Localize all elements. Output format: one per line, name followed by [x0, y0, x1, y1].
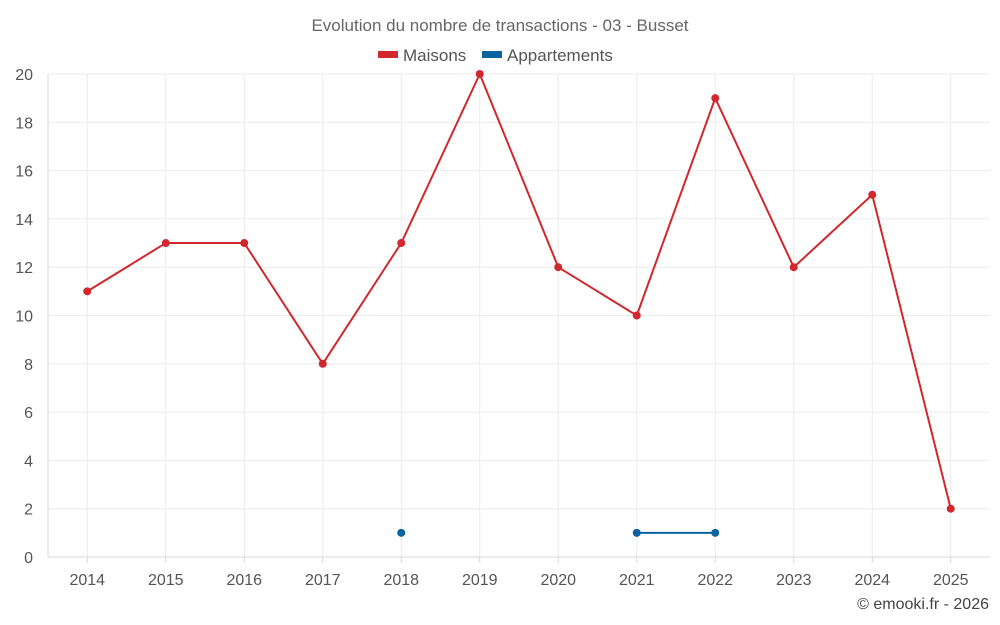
data-point-maisons-2014[interactable] [83, 287, 92, 296]
credit-text: © emooki.fr - 2026 [857, 596, 989, 613]
y-tick-label-18: 18 [15, 115, 33, 132]
x-tick-label-2016: 2016 [226, 572, 262, 589]
y-tick-label-6: 6 [24, 405, 33, 422]
y-tick-label-12: 12 [15, 260, 33, 277]
x-tick-label-2021: 2021 [619, 572, 655, 589]
data-point-maisons-2015[interactable] [161, 239, 170, 248]
y-tick-label-8: 8 [24, 357, 33, 374]
y-axis: 0 2 4 6 8 10 12 14 16 18 20 [15, 67, 33, 567]
x-tick-label-2025: 2025 [933, 572, 969, 589]
legend-label-maisons[interactable]: Maisons [403, 46, 466, 65]
y-tick-label-20: 20 [15, 67, 33, 84]
x-tick-label-2017: 2017 [305, 572, 341, 589]
data-point-maisons-2017[interactable] [318, 359, 327, 368]
data-point-appartements-2018[interactable] [397, 528, 406, 537]
data-point-maisons-2023[interactable] [789, 263, 798, 272]
data-point-maisons-2021[interactable] [632, 311, 641, 320]
y-tick-label-10: 10 [15, 309, 33, 326]
y-tick-label-2: 2 [24, 502, 33, 519]
chart-title: Evolution du nombre de transactions - 03… [311, 16, 688, 35]
legend: Maisons Appartements [378, 46, 613, 65]
data-point-maisons-2020[interactable] [554, 263, 563, 272]
data-point-maisons-2025[interactable] [946, 504, 955, 513]
series-line-maisons [86, 73, 952, 509]
data-point-maisons-2022[interactable] [711, 94, 720, 103]
y-tick-label-0: 0 [24, 550, 33, 567]
y-tick-label-16: 16 [15, 164, 33, 181]
x-tick-label-2018: 2018 [383, 572, 419, 589]
legend-swatch-appartements [482, 51, 502, 58]
x-tick-label-2022: 2022 [697, 572, 733, 589]
x-tick-label-2019: 2019 [462, 572, 498, 589]
x-tick-label-2014: 2014 [69, 572, 105, 589]
legend-swatch-maisons [378, 51, 398, 58]
data-point-maisons-2016[interactable] [240, 239, 249, 248]
x-tick-label-2015: 2015 [148, 572, 184, 589]
series-layer [83, 70, 955, 537]
y-tick-label-14: 14 [15, 212, 33, 229]
data-point-maisons-2018[interactable] [397, 239, 406, 248]
data-point-maisons-2019[interactable] [475, 70, 484, 78]
x-tick-label-2024: 2024 [854, 572, 890, 589]
x-tick-label-2023: 2023 [776, 572, 812, 589]
grid [48, 73, 990, 557]
legend-label-appartements[interactable]: Appartements [507, 46, 613, 65]
data-point-maisons-2024[interactable] [868, 190, 877, 199]
data-point-appartements-2022[interactable] [711, 528, 720, 537]
x-axis: 2014 2015 2016 2017 2018 2019 2020 2021 2022 2023… [47, 74, 990, 589]
y-tick-label-4: 4 [24, 453, 33, 470]
data-point-appartements-2021[interactable] [632, 528, 641, 537]
x-tick-label-2020: 2020 [540, 572, 576, 589]
